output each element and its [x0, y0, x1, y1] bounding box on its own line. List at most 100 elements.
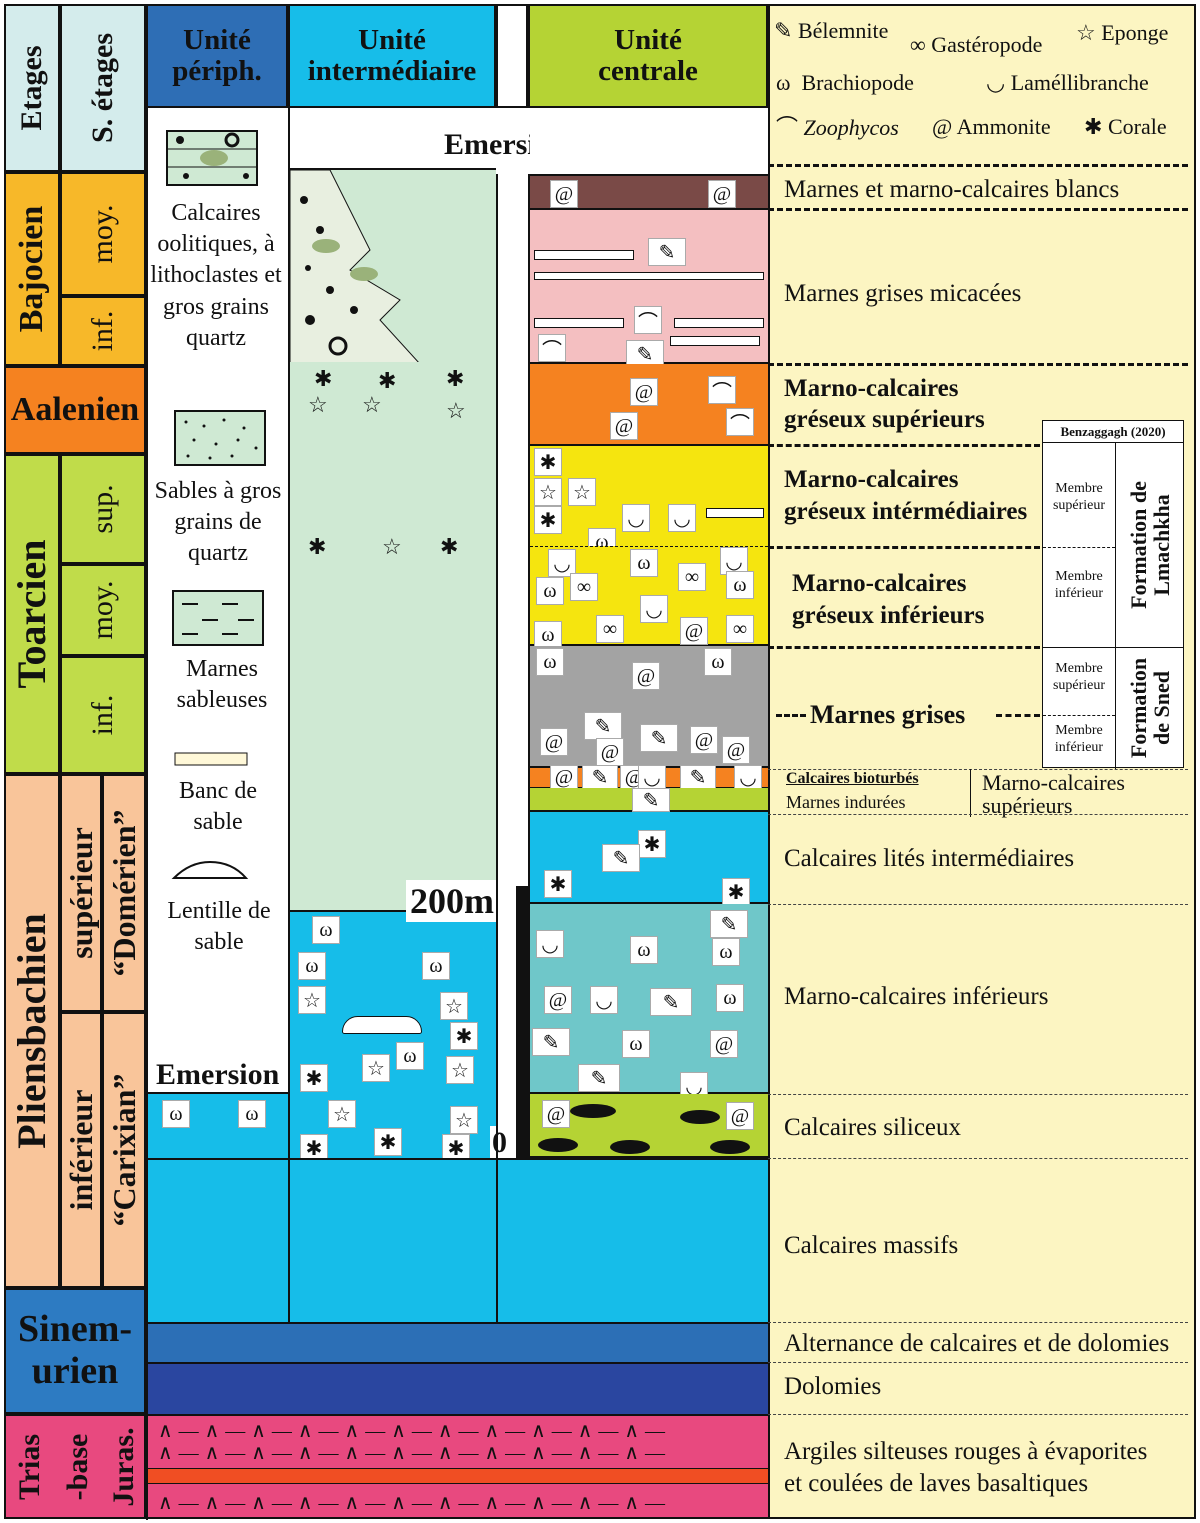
- ammonite-icon: @: [630, 378, 658, 406]
- legend-calcaires-oolitiques: Calcaires oolitiques, à lithoclastes et …: [150, 200, 282, 351]
- stage-aalenien: Aalenien: [4, 366, 146, 454]
- membre-sup-lmachkha: Membre supérieur: [1052, 481, 1106, 513]
- lamellibranche-icon: ◡: [986, 70, 1006, 95]
- inter-marnes-sableuses: ✱ ✱ ✱ ☆ ☆ ☆ ✱ ☆ ✱: [290, 362, 496, 910]
- desc-calcaires-lites: Calcaires lités intermédiaires: [784, 845, 1075, 872]
- desc-marno-gres-int-2: gréseux intérmédiaires: [784, 498, 1028, 525]
- scale-200m: 200m: [406, 880, 498, 922]
- banc-sable: [706, 508, 764, 518]
- corale-icon: ✱: [450, 1022, 478, 1050]
- substage-domerien: “Domérien”: [102, 774, 146, 1012]
- brachiopode-icon: ω: [622, 1030, 650, 1058]
- formation-ref: Benzaggagh (2020): [1043, 421, 1183, 443]
- corale-icon: ✱: [300, 1134, 328, 1162]
- legend-sables: Sables à gros grains de quartz: [154, 478, 282, 567]
- banc-sable-swatch: [174, 752, 248, 766]
- substage-toarcien-moy: moy.: [60, 564, 146, 656]
- brachiopode-icon: ω: [630, 936, 658, 964]
- desc-marnes-blancs: Marnes et marno-calcaires blancs: [784, 176, 1120, 203]
- corale-icon: ✱: [300, 1064, 328, 1092]
- divider: [768, 1414, 1188, 1415]
- belemnite-icon: ✎: [532, 1028, 570, 1056]
- oolitic-pattern: [290, 170, 421, 364]
- eponge-icon: ☆: [328, 1100, 356, 1128]
- formation-table: Benzaggagh (2020) Membre supérieur Membr…: [1042, 420, 1184, 769]
- lamellibranche-icon: ◡: [590, 986, 618, 1014]
- brachiopode-icon: ω: [776, 70, 791, 95]
- corale-icon: ✱: [374, 1128, 402, 1156]
- desc-marno-gres-int-1: Marno-calcaires: [784, 466, 959, 493]
- divider: [768, 1094, 1188, 1095]
- corale-icon: ✱: [378, 368, 397, 393]
- brachiopode-icon: ω: [712, 938, 740, 966]
- membre-divider: [1043, 547, 1115, 548]
- central-marno-gres-int: ✱ ☆ ☆ ✱ ◡ ◡ ω: [530, 446, 768, 556]
- corale-icon: ✱: [534, 506, 562, 534]
- central-marnes-grises: ω ω @ ✎ @ ✎ @ @ @: [530, 646, 768, 768]
- lamellibranche-icon: ◡: [548, 549, 576, 577]
- belemnite-icon: ✎: [680, 765, 716, 789]
- eponge-icon: ☆: [308, 392, 328, 417]
- desc-marno-calc-inf: Marno-calcaires inférieurs: [784, 983, 1049, 1010]
- stage-sinemurien: Sinem- urien: [4, 1288, 146, 1414]
- column-divider: [288, 1160, 290, 1324]
- zoophycos-icon: ⌒: [776, 115, 799, 140]
- substage-superieur: supérieur: [60, 774, 102, 1012]
- ammonite-icon: @: [550, 180, 578, 208]
- scale-bar: [516, 886, 528, 1158]
- silex-nodule: [680, 1110, 720, 1124]
- inter-calcaire-block: ω ω ω ☆ ☆ ✱ ω ☆ ☆ ✱ ☆ ☆ ✱ ✱ ✱: [290, 910, 496, 1162]
- gasteropode-icon: ∞: [678, 563, 706, 591]
- basalt-band: [148, 1468, 768, 1484]
- evaporite-marks: ∧—∧—∧—∧—∧—∧—∧—∧—∧—∧—∧—: [158, 1442, 672, 1464]
- corale-icon: ✱: [1084, 114, 1103, 139]
- sable-swatch: [174, 410, 266, 466]
- dash-right-marnes-grises: [996, 714, 1040, 717]
- central-marnes-micacees: ✎ ⌒ ⌒ ✎: [530, 210, 768, 368]
- s-etages-header: S. étages: [60, 4, 146, 172]
- lithology-legend: Calcaires oolitiques, à lithoclastes et …: [148, 108, 288, 1092]
- substage-bajocien-moy: moy.: [60, 172, 146, 296]
- ammonite-icon: @: [726, 1102, 754, 1130]
- brachiopode-icon: ω: [630, 549, 658, 577]
- desc-marno-gres-inf-2: gréseux inférieurs: [792, 602, 985, 629]
- argiles-layer: ∧—∧—∧—∧—∧—∧—∧—∧—∧—∧—∧— ∧—∧—∧—∧—∧—∧—∧—∧—∧…: [148, 1414, 768, 1519]
- desc-dolomies: Dolomies: [784, 1373, 882, 1400]
- silex-nodule: [710, 1140, 750, 1154]
- divider: [768, 208, 1188, 211]
- corale-icon: ✱: [308, 534, 327, 559]
- brachiopode-icon: ω: [726, 571, 754, 599]
- brachiopode-icon: ω: [312, 916, 340, 944]
- eponge-icon: ☆: [568, 478, 596, 506]
- central-marnes-blancs: @ @: [530, 174, 768, 210]
- desc-marno-calc-sup-2: supérieurs: [982, 793, 1073, 818]
- divider: [768, 814, 1188, 815]
- desc-argiles-1: Argiles silteuses rouges à évaporites: [784, 1438, 1148, 1465]
- lamellibranche-icon: ◡: [720, 547, 748, 575]
- desc-marno-gres-sup-2: gréseux supérieurs: [784, 406, 985, 433]
- outline-central: [528, 174, 530, 1158]
- ammonite-icon: @: [722, 736, 750, 764]
- stage-bajocien: Bajocien: [4, 172, 60, 366]
- outline-inter: [288, 108, 290, 1158]
- gasteropode-icon: ∞: [726, 615, 754, 643]
- eponge-icon: ☆: [450, 1106, 478, 1134]
- eponge-icon: ☆: [362, 1054, 390, 1082]
- divider: [768, 546, 1040, 549]
- outline-bottom: [146, 1517, 768, 1519]
- brachiopode-icon: ω: [536, 648, 564, 676]
- inter-oolitic-block: [290, 168, 496, 364]
- header-unite-intermediaire: Unité intermédiaire: [288, 4, 496, 108]
- inter-top-white: [290, 108, 496, 168]
- etages-label: Etages: [15, 45, 48, 131]
- lentille-icon: [342, 1016, 422, 1034]
- desc-marnes-grises-micacees: Marnes grises micacées: [784, 280, 1022, 307]
- brachiopode-icon: ω: [704, 648, 732, 676]
- ammonite-icon: @: [550, 765, 578, 789]
- ammonite-icon: @: [932, 114, 953, 139]
- brachiopode-icon: ω: [162, 1100, 190, 1128]
- ammonite-icon: @: [708, 180, 736, 208]
- ammonite-icon: @: [690, 726, 718, 754]
- stage-toarcien: Toarcien: [4, 454, 60, 774]
- brachiopode-icon: ω: [534, 621, 562, 649]
